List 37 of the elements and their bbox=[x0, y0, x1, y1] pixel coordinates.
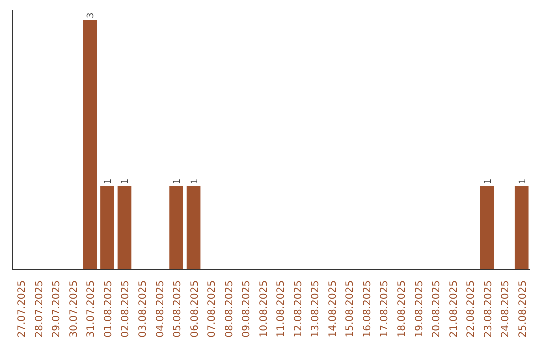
x-tick-label: 19.08.2025 bbox=[414, 280, 426, 338]
x-tick-label: 25.08.2025 bbox=[518, 280, 529, 338]
x-tick-label: 17.08.2025 bbox=[380, 280, 391, 338]
data-label: 1 bbox=[190, 178, 200, 184]
x-tick-label: 20.08.2025 bbox=[432, 280, 443, 338]
x-tick-label: 21.08.2025 bbox=[448, 280, 460, 338]
x-tick-label: 30.07.2025 bbox=[68, 280, 80, 338]
x-tick-label: 31.07.2025 bbox=[86, 280, 98, 338]
x-tick-label: 23.08.2025 bbox=[483, 280, 494, 338]
x-tick-label: 15.08.2025 bbox=[345, 280, 356, 338]
x-tick-label: 12.08.2025 bbox=[293, 280, 304, 338]
x-tick-label: 09.08.2025 bbox=[242, 280, 253, 338]
x-tick-label: 27.07.2025 bbox=[17, 280, 28, 338]
x-tick-label: 04.08.2025 bbox=[155, 280, 166, 338]
data-label: 1 bbox=[173, 178, 184, 184]
x-tick-label: 16.08.2025 bbox=[362, 280, 374, 338]
x-tick-label: 07.08.2025 bbox=[207, 280, 218, 338]
x-tick-label: 05.08.2025 bbox=[172, 280, 184, 338]
x-tick-label: 13.08.2025 bbox=[310, 280, 322, 338]
x-tick-label: 11.08.2025 bbox=[276, 280, 288, 338]
x-tick-label: 03.08.2025 bbox=[138, 280, 149, 338]
data-label: 1 bbox=[518, 178, 528, 184]
x-tick-label: 22.08.2025 bbox=[466, 280, 478, 338]
x-tick-label: 06.08.2025 bbox=[190, 280, 201, 338]
data-label: 1 bbox=[121, 178, 132, 184]
x-tick-label: 14.08.2025 bbox=[328, 280, 339, 338]
data-label: 3 bbox=[86, 12, 97, 18]
x-tick-label: 08.08.2025 bbox=[224, 280, 236, 338]
data-label: 1 bbox=[484, 178, 494, 184]
x-tick-label: 02.08.2025 bbox=[120, 280, 132, 338]
x-tick-label: 10.08.2025 bbox=[258, 280, 270, 338]
x-tick-label: 01.08.2025 bbox=[103, 280, 114, 338]
x-tick-label: 24.08.2025 bbox=[500, 280, 512, 338]
x-tick-label: 29.07.2025 bbox=[52, 280, 63, 338]
x-tick-label: 18.08.2025 bbox=[397, 280, 408, 338]
data-label: 1 bbox=[104, 178, 114, 184]
x-tick-label: 28.07.2025 bbox=[34, 280, 46, 338]
